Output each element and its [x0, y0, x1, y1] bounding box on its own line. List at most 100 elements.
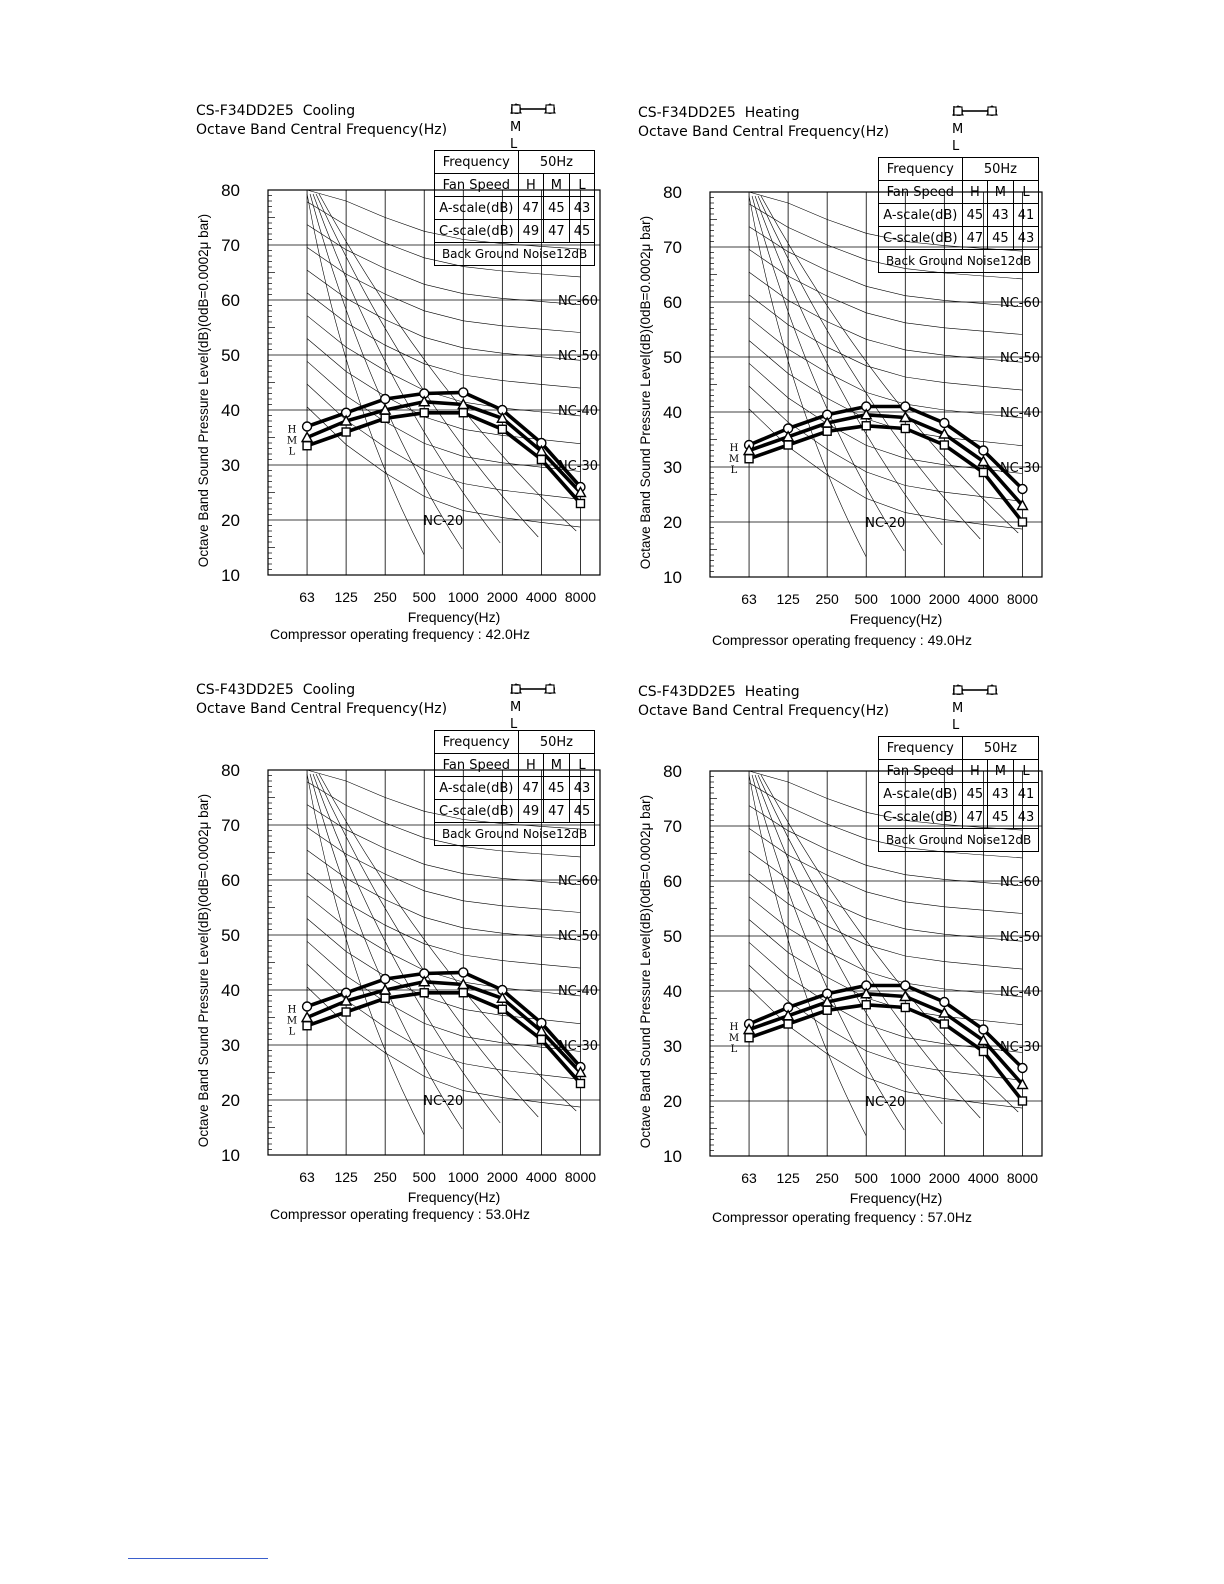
- marker-square: [341, 1007, 351, 1017]
- info-cell-c-l: 43: [1012, 226, 1040, 250]
- y-tick-label: 20: [221, 511, 240, 530]
- chart-title: CS-F34DD2E5 Heating: [638, 105, 800, 121]
- nc-curve: [748, 271, 1023, 363]
- nc-curve: [306, 941, 581, 1052]
- nc-label: NC-20: [423, 514, 463, 529]
- legend-item: L: [952, 106, 997, 155]
- marker-square: [939, 440, 950, 450]
- info-table: Frequency 50Hz Fan Speed H M L A-scale(dB) 47 45…: [433, 730, 596, 846]
- nc-curve: [306, 224, 581, 305]
- nc-label: NC-30: [1000, 461, 1040, 476]
- nc-label: NC-60: [1000, 875, 1040, 890]
- y-tick-label: 80: [663, 762, 682, 781]
- nc-label: NC-50: [1000, 930, 1040, 945]
- chart-plot: 1020304050607080NC-60NC-50NC-40NC-30NC-2…: [196, 761, 601, 1205]
- nc-curve: [306, 406, 581, 528]
- y-tick-label: 70: [663, 238, 682, 257]
- nc-curve: [306, 315, 581, 417]
- series-side-label: H: [730, 443, 739, 454]
- x-tick-label: 125: [776, 1170, 800, 1186]
- x-tick-label: 125: [334, 589, 358, 605]
- nc-curve: [748, 770, 1023, 831]
- marker-square: [783, 440, 793, 450]
- compressor-frequency: Compressor operating frequency : 49.0Hz: [712, 632, 972, 648]
- marker-triangle: [574, 1066, 587, 1078]
- marker-square: [861, 1000, 871, 1010]
- y-axis-label: Octave Band Sound Pressure Level(dB)(0dB…: [196, 794, 211, 1147]
- info-cell-c-m: 47: [543, 799, 570, 823]
- marker-square: [822, 1005, 832, 1015]
- x-tick-label: 2000: [929, 1170, 960, 1186]
- series-side-label: L: [289, 1027, 296, 1038]
- legend-key: L: [510, 717, 518, 732]
- info-cell-a-h: 47: [517, 776, 545, 800]
- series-line-L: [748, 1002, 1024, 1103]
- legend: HML: [510, 682, 556, 733]
- info-table: Frequency 50Hz Fan Speed H M L A-scale(dB) 47 45…: [433, 150, 596, 266]
- info-cell-a-m: 45: [543, 776, 570, 800]
- series-side-label: M: [287, 1016, 297, 1027]
- info-cell-fan-m: M: [543, 173, 570, 197]
- series-side-label: H: [730, 1022, 739, 1033]
- y-tick-label: 50: [663, 927, 682, 946]
- y-tick-label: 60: [221, 871, 240, 890]
- marker-circle: [1017, 483, 1028, 495]
- marker-square: [545, 684, 555, 694]
- nc-label: NC-50: [1000, 351, 1040, 366]
- marker-circle: [379, 973, 391, 985]
- x-tick-label: 125: [776, 591, 800, 607]
- y-tick-label: 70: [663, 817, 682, 836]
- nc-curve-steep: [306, 193, 425, 556]
- chart-panel-3: CS-F43DD2E5 Cooling Octave Band Central …: [180, 680, 620, 1240]
- marker-square: [575, 498, 586, 509]
- legend-key: M: [952, 701, 964, 716]
- y-tick-label: 50: [663, 348, 682, 367]
- series-side-label: L: [289, 447, 296, 458]
- marker-square: [978, 467, 989, 478]
- info-cell-bg-noise: Back Ground Noise12dB: [877, 828, 1040, 852]
- nc-curve-steep: [315, 773, 539, 1118]
- marker-square: [419, 988, 429, 998]
- nc-label: NC-20: [865, 516, 905, 531]
- nc-label: NC-40: [558, 404, 598, 419]
- y-tick-label: 70: [221, 236, 240, 255]
- x-tick-label: 250: [373, 1169, 397, 1185]
- info-table-row: Back Ground Noise12dB: [433, 242, 596, 266]
- series-line-H: [748, 983, 1024, 1070]
- marker-square: [497, 424, 508, 434]
- info-cell-fan-h: H: [517, 753, 545, 777]
- marker-square: [744, 454, 754, 464]
- y-tick-label: 10: [663, 568, 682, 587]
- legend-key: M: [510, 700, 522, 715]
- x-tick-label: 500: [855, 591, 879, 607]
- series-line-H: [306, 390, 582, 489]
- marker-circle: [939, 996, 950, 1008]
- info-table-row: C-scale(dB) 49 47 45: [434, 799, 596, 823]
- y-tick-label: 80: [221, 761, 240, 780]
- marker-square: [380, 413, 390, 423]
- nc-curve: [748, 896, 1023, 998]
- nc-curve: [748, 203, 1023, 280]
- nc-curve-steep: [754, 774, 943, 1125]
- nc-label: NC-40: [1000, 406, 1040, 421]
- info-table-row: Fan Speed H M L: [434, 173, 596, 197]
- info-cell-a-l: 41: [1012, 203, 1040, 227]
- marker-square: [458, 988, 468, 998]
- y-tick-label: 10: [663, 1147, 682, 1166]
- x-tick-label: 250: [373, 589, 397, 605]
- marker-triangle: [496, 991, 509, 1003]
- info-cell-bg-noise: Back Ground Noise12dB: [433, 822, 596, 846]
- marker-triangle: [977, 1034, 990, 1046]
- legend-key: L: [952, 718, 960, 733]
- x-tick-label: 63: [299, 1169, 315, 1185]
- legend: HML: [510, 102, 556, 153]
- marker-square: [744, 1033, 754, 1043]
- nc-curve-steep: [760, 195, 1019, 534]
- y-tick-label: 40: [221, 981, 240, 1000]
- marker-triangle: [860, 987, 873, 999]
- marker-circle: [900, 980, 911, 991]
- chart-subtitle: Octave Band Central Frequency(Hz): [638, 703, 890, 719]
- info-cell-a-l: 43: [568, 776, 596, 800]
- nc-curve: [306, 769, 581, 830]
- marker-circle: [900, 401, 911, 412]
